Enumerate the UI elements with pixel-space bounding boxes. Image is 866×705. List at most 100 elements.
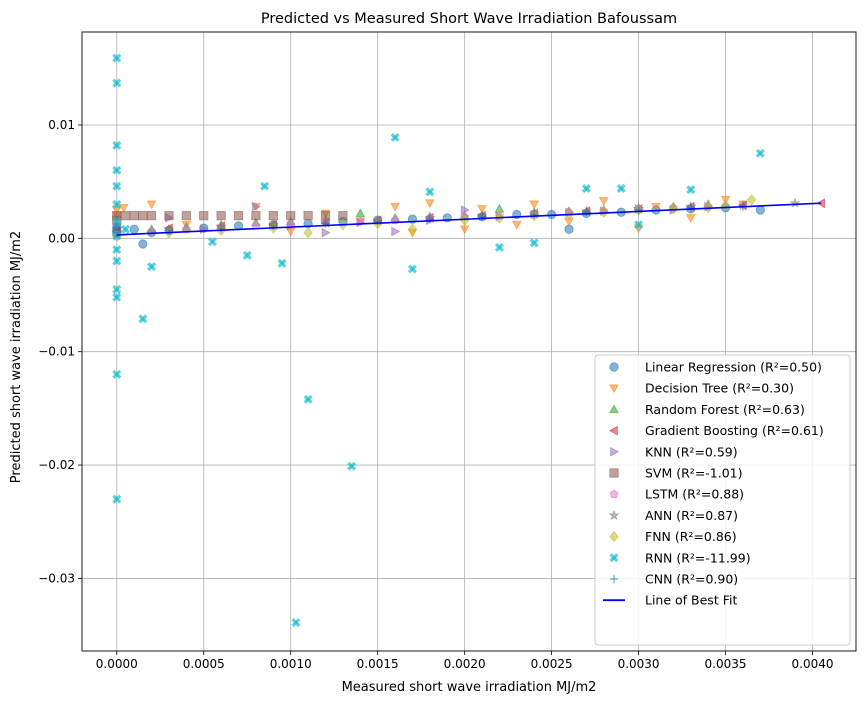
legend-label: Linear Regression (R²=0.50) xyxy=(645,360,822,375)
data-point xyxy=(303,211,313,221)
data-point xyxy=(112,228,121,237)
x-stroke xyxy=(112,140,122,150)
x-stroke xyxy=(112,292,122,302)
legend-marker xyxy=(609,404,619,414)
legend-label: LSTM (R²=0.88) xyxy=(645,487,744,502)
data-point xyxy=(260,181,270,191)
x-tick-label: 0.0040 xyxy=(792,657,834,671)
data-point xyxy=(477,212,487,221)
legend-entry: Linear Regression (R²=0.50) xyxy=(609,360,822,375)
x-stroke xyxy=(207,237,217,247)
x-tick-label: 0.0030 xyxy=(618,657,660,671)
x-stroke xyxy=(277,258,287,268)
data-point xyxy=(511,220,522,230)
x-tick-label: 0.0015 xyxy=(357,657,399,671)
data-point xyxy=(789,197,801,208)
data-point xyxy=(355,208,366,218)
data-point xyxy=(390,202,400,212)
data-point xyxy=(321,227,331,238)
data-point xyxy=(347,461,357,471)
x-stroke xyxy=(303,394,313,404)
x-tick-label: 0.0020 xyxy=(444,657,486,671)
y-tick-label: −0.01 xyxy=(38,345,75,359)
x-stroke xyxy=(581,183,591,193)
legend-entry: LSTM (R²=0.88) xyxy=(609,487,744,502)
legend-entry: SVM (R²=-1.01) xyxy=(609,466,743,481)
x-stroke xyxy=(120,224,130,234)
x-tick-label: 0.0010 xyxy=(270,657,312,671)
legend-entry: RNN (R²=-11.99) xyxy=(609,550,751,565)
data-point xyxy=(616,183,626,193)
legend-label: Line of Best Fit xyxy=(645,593,737,608)
data-point xyxy=(424,199,435,209)
data-point xyxy=(373,217,382,226)
x-stroke xyxy=(242,250,252,260)
data-point xyxy=(494,242,504,252)
chart-title: Predicted vs Measured Short Wave Irradia… xyxy=(261,11,677,27)
legend-label: CNN (R²=0.90) xyxy=(645,572,738,587)
x-stroke xyxy=(112,494,122,504)
data-point xyxy=(252,201,261,212)
data-point xyxy=(120,211,131,221)
data-point xyxy=(746,194,757,206)
data-point xyxy=(112,284,122,294)
legend-entry: FNN (R²=0.86) xyxy=(609,529,737,544)
legend-label: Gradient Boosting (R²=0.61) xyxy=(645,423,824,438)
series-9 xyxy=(112,53,765,628)
data-point xyxy=(138,211,148,221)
data-point xyxy=(407,264,417,274)
x-stroke xyxy=(112,165,122,175)
data-point xyxy=(685,214,696,223)
data-point xyxy=(112,181,122,191)
x-stroke xyxy=(138,314,148,324)
data-point xyxy=(634,220,644,230)
data-point xyxy=(112,245,122,255)
data-point xyxy=(251,211,261,221)
data-point xyxy=(118,203,129,213)
data-point xyxy=(112,53,122,63)
x-stroke xyxy=(634,220,644,230)
data-point xyxy=(755,148,765,158)
x-stroke xyxy=(425,187,435,197)
data-point xyxy=(112,165,122,175)
data-point xyxy=(390,132,400,142)
data-point xyxy=(181,224,191,234)
y-tick-label: −0.02 xyxy=(38,458,75,472)
data-point xyxy=(651,202,661,212)
data-point xyxy=(407,223,418,235)
y-axis-label: Predicted short wave irradiation MJ/m2 xyxy=(9,231,24,483)
x-stroke xyxy=(407,264,417,274)
legend-label: Decision Tree (R²=0.30) xyxy=(645,381,794,396)
data-point xyxy=(338,211,348,221)
x-stroke xyxy=(390,132,400,142)
data-point xyxy=(291,618,301,628)
data-point xyxy=(233,211,244,221)
legend-entry: Gradient Boosting (R²=0.61) xyxy=(608,423,824,438)
data-point xyxy=(477,205,487,214)
data-point xyxy=(129,224,139,234)
data-point xyxy=(686,185,696,195)
data-point xyxy=(581,183,591,193)
data-point xyxy=(634,205,643,215)
legend-marker xyxy=(608,509,620,521)
data-point xyxy=(277,258,287,268)
data-point xyxy=(112,292,122,302)
x-stroke xyxy=(609,553,619,563)
x-stroke xyxy=(112,216,122,226)
legend-label: RNN (R²=-11.99) xyxy=(645,550,751,565)
x-stroke xyxy=(112,53,122,63)
legend-entry: KNN (R²=0.59) xyxy=(610,444,738,459)
data-point xyxy=(303,227,313,239)
data-point xyxy=(529,200,540,210)
x-stroke xyxy=(147,262,157,272)
legend: Linear Regression (R²=0.50) Decision Tree… xyxy=(594,354,851,646)
legend-label: FNN (R²=0.86) xyxy=(645,529,737,544)
data-point xyxy=(755,205,765,215)
x-stroke xyxy=(616,183,626,193)
data-point xyxy=(242,250,252,260)
y-tick-label: −0.03 xyxy=(38,571,75,585)
data-point xyxy=(425,187,435,197)
data-point xyxy=(459,225,470,235)
data-point xyxy=(199,211,209,221)
